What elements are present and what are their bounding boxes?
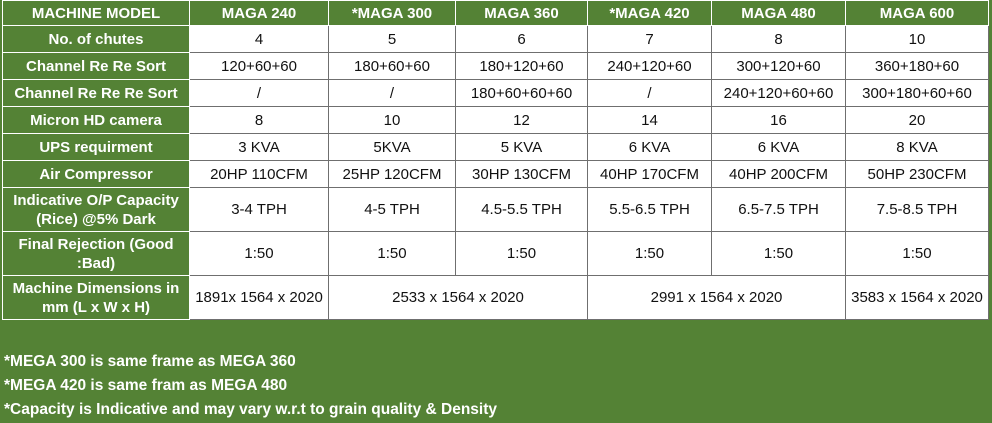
table-cell: 6 KVA — [711, 133, 846, 161]
table-cell: 10 — [328, 106, 456, 134]
table-cell: 5KVA — [328, 133, 456, 161]
row-final-rejection: Final Rejection (Good :Bad) 1:50 1:50 1:… — [2, 231, 989, 276]
table-cell: 12 — [455, 106, 588, 134]
table-cell: 7 — [587, 25, 712, 53]
table-cell: 20 — [845, 106, 989, 134]
table-cell: / — [328, 79, 456, 107]
row-label: Final Rejection (Good :Bad) — [2, 231, 190, 276]
row-micron-hd-camera: Micron HD camera 8 10 12 14 16 20 — [2, 106, 989, 134]
table-cell: 180+60+60+60 — [455, 79, 588, 107]
table-cell-merged: 2991 x 1564 x 2020 — [587, 275, 846, 320]
table-cell: 1:50 — [587, 231, 712, 276]
table-cell: 7.5-8.5 TPH — [845, 187, 989, 232]
table-cell: 4 — [189, 25, 329, 53]
row-channel-re-re-re-sort: Channel Re Re Re Sort / / 180+60+60+60 /… — [2, 79, 989, 107]
table-cell: 1:50 — [845, 231, 989, 276]
table-cell: 360+180+60 — [845, 52, 989, 80]
row-chutes: No. of chutes 4 5 6 7 8 10 — [2, 25, 989, 53]
spec-table: MACHINE MODEL MAGA 240 *MAGA 300 MAGA 36… — [2, 0, 989, 320]
table-cell: 30HP 130CFM — [455, 160, 588, 188]
table-cell: 40HP 200CFM — [711, 160, 846, 188]
row-label: Micron HD camera — [2, 106, 190, 134]
table-cell: 1:50 — [328, 231, 456, 276]
table-cell: 8 KVA — [845, 133, 989, 161]
row-label: Channel Re Re Sort — [2, 52, 190, 80]
table-cell: 3 KVA — [189, 133, 329, 161]
table-cell: 6.5-7.5 TPH — [711, 187, 846, 232]
table-cell: 6 KVA — [587, 133, 712, 161]
table-cell: 1:50 — [189, 231, 329, 276]
table-cell: 180+60+60 — [328, 52, 456, 80]
table-cell: 180+120+60 — [455, 52, 588, 80]
table-cell: 3-4 TPH — [189, 187, 329, 232]
table-cell: 5.5-6.5 TPH — [587, 187, 712, 232]
table-cell: 300+120+60 — [711, 52, 846, 80]
row-ups-requirment: UPS requirment 3 KVA 5KVA 5 KVA 6 KVA 6 … — [2, 133, 989, 161]
row-label: Air Compressor — [2, 160, 190, 188]
table-cell: 120+60+60 — [189, 52, 329, 80]
footnote: *Capacity is Indicative and may vary w.r… — [4, 401, 498, 418]
row-label: No. of chutes — [2, 25, 190, 53]
table-cell: 5 — [328, 25, 456, 53]
table-cell: 20HP 110CFM — [189, 160, 329, 188]
row-air-compressor: Air Compressor 20HP 110CFM 25HP 120CFM 3… — [2, 160, 989, 188]
table-cell: 16 — [711, 106, 846, 134]
table-cell: 6 — [455, 25, 588, 53]
table-cell: 300+180+60+60 — [845, 79, 989, 107]
table-cell: 5 KVA — [455, 133, 588, 161]
footnote: *MEGA 300 is same frame as MEGA 360 — [4, 353, 296, 370]
table-cell: 4.5-5.5 TPH — [455, 187, 588, 232]
header-maga-420: *MAGA 420 — [587, 0, 712, 26]
row-label: Machine Dimensions in mm (L x W x H) — [2, 275, 190, 320]
footnotes: *MEGA 300 is same frame as MEGA 360 *MEG… — [4, 350, 497, 422]
footnote: *MEGA 420 is same fram as MEGA 480 — [4, 377, 288, 394]
table-cell: / — [587, 79, 712, 107]
table-cell: 10 — [845, 25, 989, 53]
row-indicative-capacity: Indicative O/P Capacity (Rice) @5% Dark … — [2, 187, 989, 232]
table-cell: 8 — [711, 25, 846, 53]
table-cell: 4-5 TPH — [328, 187, 456, 232]
table-cell: 8 — [189, 106, 329, 134]
table-cell: 1891x 1564 x 2020 — [189, 275, 329, 320]
table-cell: 240+120+60 — [587, 52, 712, 80]
table-cell: 50HP 230CFM — [845, 160, 989, 188]
header-row: MACHINE MODEL MAGA 240 *MAGA 300 MAGA 36… — [2, 0, 989, 26]
table-cell: 14 — [587, 106, 712, 134]
header-maga-600: MAGA 600 — [845, 0, 989, 26]
header-machine-model: MACHINE MODEL — [2, 0, 190, 26]
table-cell: 1:50 — [711, 231, 846, 276]
table-cell: 240+120+60+60 — [711, 79, 846, 107]
table-cell: 40HP 170CFM — [587, 160, 712, 188]
row-channel-re-re-sort: Channel Re Re Sort 120+60+60 180+60+60 1… — [2, 52, 989, 80]
table-cell: / — [189, 79, 329, 107]
header-maga-360: MAGA 360 — [455, 0, 588, 26]
row-label: Channel Re Re Re Sort — [2, 79, 190, 107]
row-label: UPS requirment — [2, 133, 190, 161]
header-maga-480: MAGA 480 — [711, 0, 846, 26]
row-label: Indicative O/P Capacity (Rice) @5% Dark — [2, 187, 190, 232]
header-maga-240: MAGA 240 — [189, 0, 329, 26]
table-cell: 3583 x 1564 x 2020 — [845, 275, 989, 320]
table-cell: 25HP 120CFM — [328, 160, 456, 188]
row-machine-dimensions: Machine Dimensions in mm (L x W x H) 189… — [2, 275, 989, 320]
table-cell-merged: 2533 x 1564 x 2020 — [328, 275, 588, 320]
table-cell: 1:50 — [455, 231, 588, 276]
header-maga-300: *MAGA 300 — [328, 0, 456, 26]
